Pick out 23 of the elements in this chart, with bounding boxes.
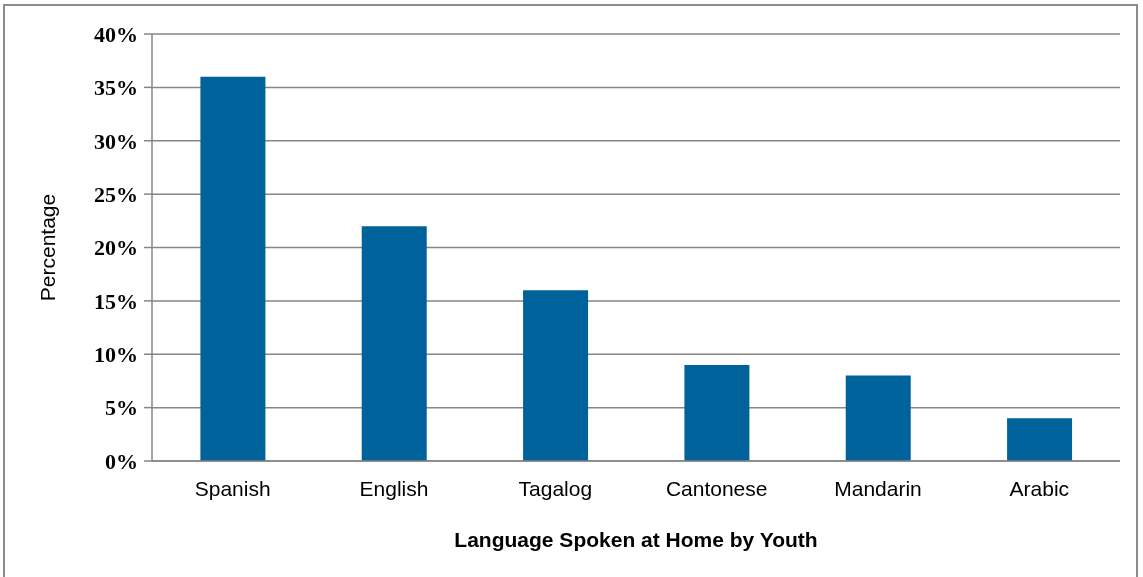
x-tick-label: Arabic <box>1009 476 1070 500</box>
x-tick-label: Tagalog <box>518 476 593 500</box>
x-axis-title: Language Spoken at Home by Youth <box>454 528 818 551</box>
y-axis-title: Percentage <box>36 193 60 302</box>
y-tick-label: 35% <box>94 75 138 101</box>
bar <box>523 290 589 461</box>
y-tick-label: 25% <box>94 181 138 207</box>
y-tick-label: 40% <box>94 21 138 47</box>
y-tick-label: 0% <box>105 448 138 474</box>
y-tick-label: 5% <box>105 395 138 421</box>
bar <box>845 375 911 461</box>
bar <box>200 76 266 461</box>
bar <box>1007 418 1073 461</box>
bar <box>684 364 750 461</box>
y-tick-label: 30% <box>94 128 138 154</box>
x-tick-label: English <box>359 476 429 500</box>
y-tick-label: 15% <box>94 288 138 314</box>
x-tick-label: Spanish <box>194 476 271 500</box>
y-tick-label: 10% <box>94 342 138 368</box>
y-tick-label: 20% <box>94 235 138 261</box>
x-tick-label: Mandarin <box>834 476 922 500</box>
x-tick-label: Cantonese <box>665 476 768 500</box>
bar <box>361 226 427 461</box>
